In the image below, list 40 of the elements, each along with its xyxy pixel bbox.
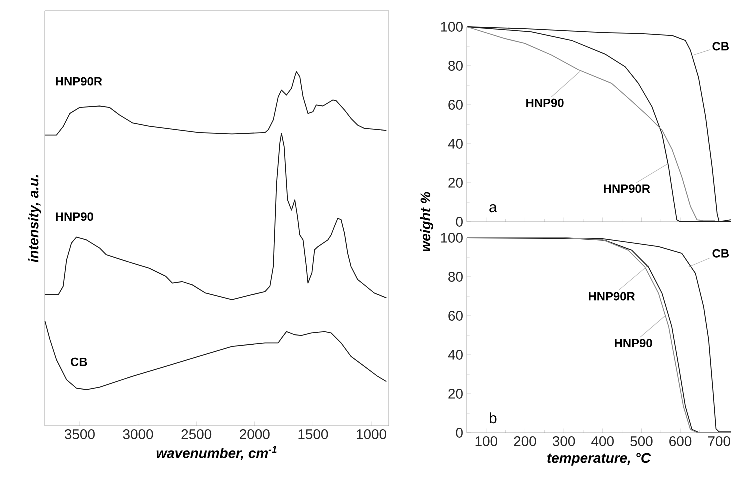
y-tick-label: 60 [448, 100, 463, 110]
x-tick-label: 400 [592, 436, 614, 446]
y-tick-label: 40 [448, 139, 463, 149]
y-tick-label: 40 [448, 350, 463, 360]
y-axis-title: intensity, a.u. [28, 175, 42, 263]
annotation: HNP90 [615, 339, 652, 348]
x-tick-label: 1000 [357, 430, 386, 440]
annotation: HNP90R [589, 292, 636, 301]
y-tick-label: 80 [448, 272, 463, 282]
y-tick-label: 60 [448, 311, 463, 321]
x-tick-label: 700 [708, 436, 730, 446]
series-label: CB [71, 358, 88, 366]
x-tick-label: 2000 [240, 430, 270, 440]
y-axis-title: weight % [420, 192, 434, 252]
y-tick-label: 20 [448, 178, 463, 188]
annotation: CB [712, 249, 729, 258]
series-label: HNP90 [56, 212, 94, 222]
x-tick-label: 1500 [298, 430, 328, 440]
x-tick-label: 100 [476, 436, 498, 446]
annotation: a [490, 204, 498, 213]
x-tick-label: 500 [630, 436, 653, 446]
annotation: CB [712, 42, 729, 51]
x-axis-title: temperature, °C [548, 453, 652, 466]
x-tick-label: 300 [552, 436, 576, 446]
x-tick-label: 3500 [64, 430, 95, 440]
y-tick-label: 0 [456, 428, 463, 438]
x-tick-label: 600 [670, 436, 692, 446]
series-label: HNP90R [56, 77, 102, 86]
annotation: HNP90R [604, 184, 650, 194]
y-tick-label: 20 [448, 389, 463, 399]
annotation: b [490, 412, 497, 424]
x-tick-label: 2500 [182, 430, 212, 440]
y-tick-label: 100 [441, 233, 463, 243]
x-axis-title: wavenumber, cm$^{-1}$ [156, 446, 277, 460]
y-tick-label: 0 [456, 217, 463, 227]
x-tick-label: 200 [514, 436, 536, 446]
annotation: HNP90 [526, 98, 564, 108]
y-tick-label: 100 [441, 22, 463, 32]
x-tick-label: 3000 [123, 430, 154, 440]
y-tick-label: 80 [448, 61, 463, 71]
